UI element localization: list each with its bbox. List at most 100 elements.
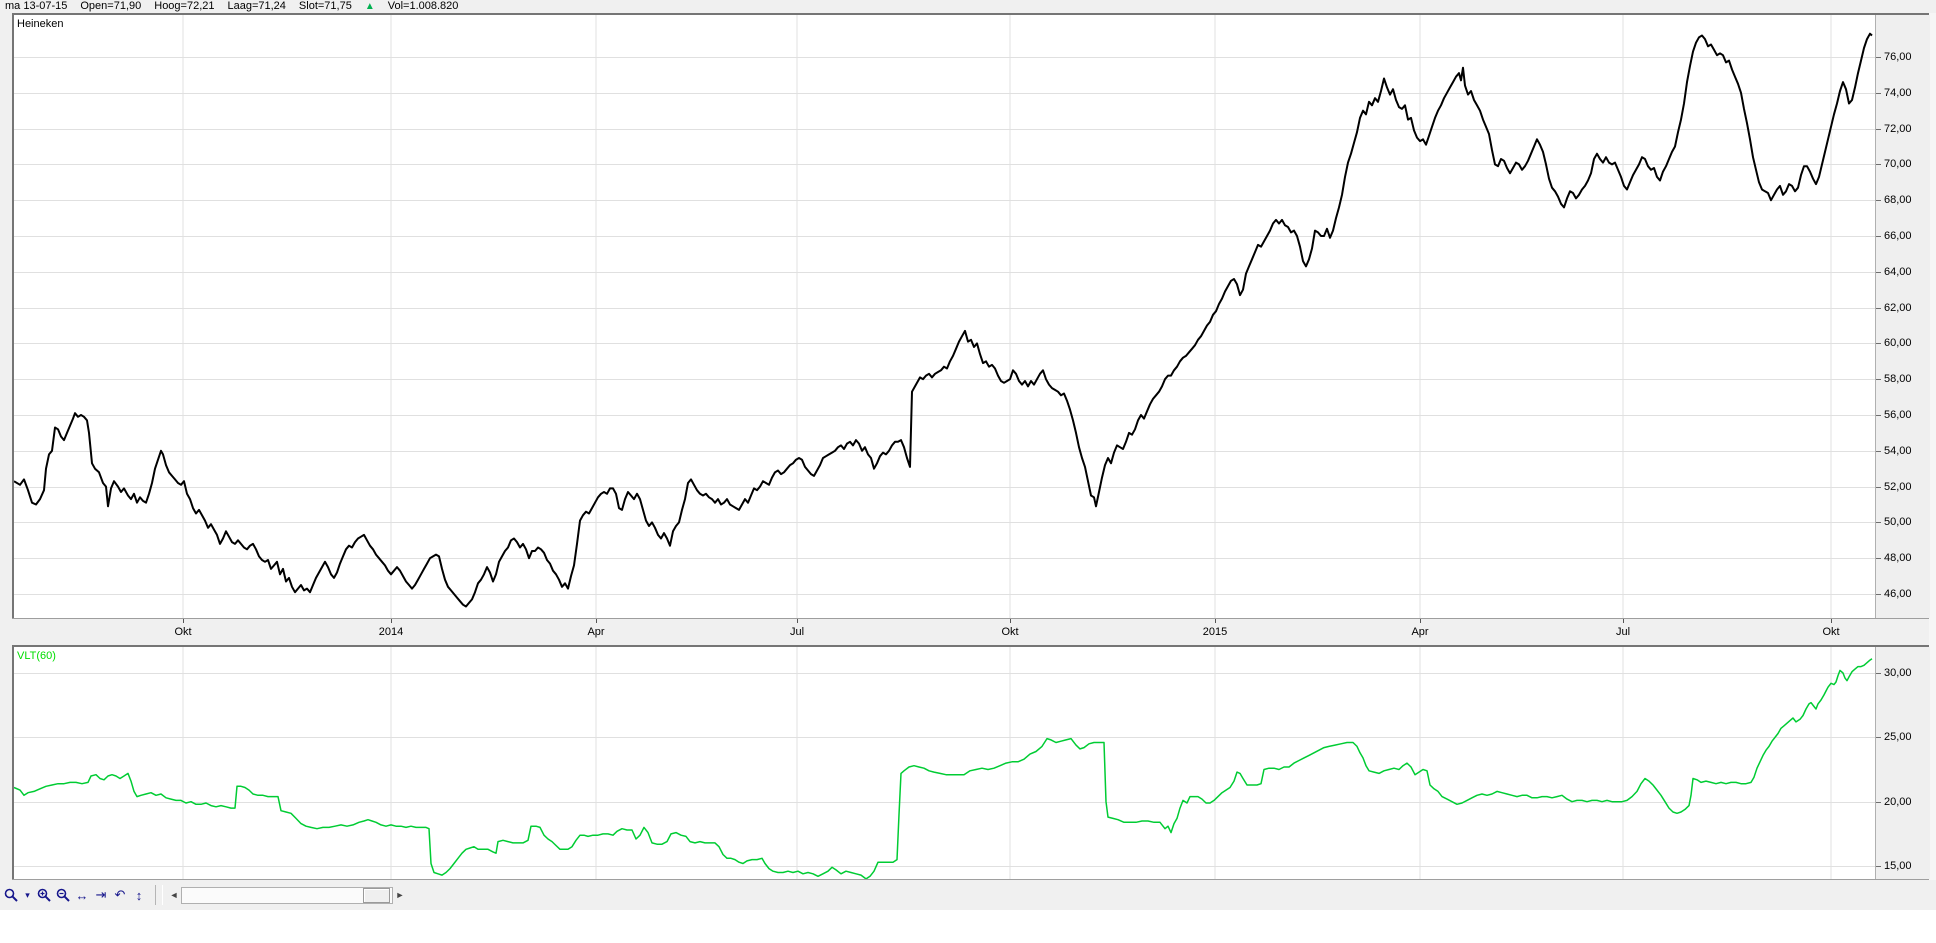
- x-axis-tick: [1215, 619, 1216, 623]
- y-axis-tick-label: 68,00: [1884, 194, 1912, 206]
- y-axis-tick: [1876, 558, 1881, 559]
- quote-high: Hoog=72,21: [154, 0, 215, 12]
- y-axis-tick-label: 20,00: [1884, 796, 1912, 808]
- y-axis-tick: [1876, 272, 1881, 273]
- x-axis-tick-label: Jul: [1615, 626, 1631, 638]
- x-axis-tick: [183, 619, 184, 623]
- y-axis-tick: [1876, 343, 1881, 344]
- y-axis-tick: [1876, 866, 1881, 867]
- y-axis-tick: [1876, 164, 1881, 165]
- y-axis-tick-label: 50,00: [1884, 516, 1912, 528]
- zoom-tool-button[interactable]: [3, 885, 19, 905]
- y-axis-tick: [1876, 802, 1881, 803]
- zoom-mode-dropdown-arrow[interactable]: ▾: [25, 889, 30, 900]
- y-axis-tick-label: 25,00: [1884, 731, 1912, 743]
- y-axis-tick-label: 66,00: [1884, 230, 1912, 242]
- y-axis-tick: [1876, 93, 1881, 94]
- y-axis-tick-label: 30,00: [1884, 667, 1912, 679]
- x-axis-tick-label: 2014: [378, 626, 404, 638]
- quote-close: Slot=71,75: [298, 0, 352, 12]
- x-axis-tick: [1831, 619, 1832, 623]
- x-axis-tick-label: Apr: [587, 626, 605, 638]
- price-chart-svg: [14, 15, 1875, 618]
- x-axis-tick-label: Okt: [1822, 626, 1840, 638]
- time-scrollbar-track[interactable]: [181, 886, 393, 904]
- y-axis-tick: [1876, 308, 1881, 309]
- zoom-in-button[interactable]: [36, 885, 52, 905]
- x-axis-tick: [1623, 619, 1624, 623]
- y-axis-tick-label: 15,00: [1884, 860, 1912, 872]
- y-axis-tick: [1876, 594, 1881, 595]
- y-axis-tick-label: 54,00: [1884, 445, 1912, 457]
- y-axis-tick: [1876, 487, 1881, 488]
- magnifier-minus-icon: [56, 888, 70, 902]
- pane-divider-border: [12, 645, 1929, 647]
- y-axis-tick-label: 76,00: [1884, 51, 1912, 63]
- x-axis-tick-label: 2015: [1202, 626, 1228, 638]
- scrollbar-right-arrow[interactable]: ►: [395, 890, 405, 900]
- quote-info-bar: ma 13-07-15 Open=71,90 Hoog=72,21 Laag=7…: [0, 0, 1936, 13]
- y-axis-tick: [1876, 379, 1881, 380]
- undo-zoom-button[interactable]: ↶: [114, 887, 126, 902]
- y-axis-tick: [1876, 415, 1881, 416]
- price-y-axis[interactable]: 76,00 74,00 72,00 70,00 68,00 66,00 64,00 62,00…: [1875, 15, 1930, 618]
- magnifier-icon: [4, 888, 18, 902]
- magnifier-plus-icon: [37, 888, 51, 902]
- y-axis-tick-label: 62,00: [1884, 302, 1912, 314]
- volatility-chart-svg: [14, 647, 1875, 879]
- quote-volume-group: ▲ Vol=1.008.820: [365, 0, 472, 13]
- toolbar-separator-2: [162, 885, 163, 905]
- quote-open: Open=71,90: [80, 0, 142, 12]
- y-axis-tick: [1876, 129, 1881, 130]
- y-axis-tick-label: 70,00: [1884, 158, 1912, 170]
- y-axis-tick: [1876, 451, 1881, 452]
- quote-volume: Vol=1.008.820: [387, 0, 459, 12]
- y-axis-tick-label: 74,00: [1884, 87, 1912, 99]
- y-axis-tick-label: 52,00: [1884, 481, 1912, 493]
- y-axis-tick: [1876, 673, 1881, 674]
- time-scrollbar-thumb[interactable]: [363, 887, 390, 903]
- indicator-label: VLT(60): [17, 650, 56, 662]
- volatility-line: [14, 658, 1873, 879]
- bottom-empty-area: [0, 910, 1936, 943]
- scrollbar-left-arrow[interactable]: ◄: [169, 890, 179, 900]
- y-axis-tick: [1876, 57, 1881, 58]
- x-axis-tick-label: Jul: [789, 626, 805, 638]
- quote-date: ma 13-07-15: [5, 0, 68, 12]
- x-axis-tick-label: Okt: [174, 626, 192, 638]
- trend-up-triangle-icon: ▲: [364, 1, 375, 12]
- price-chart-plot[interactable]: Heineken: [14, 15, 1875, 618]
- x-axis-tick: [797, 619, 798, 623]
- y-axis-tick-label: 48,00: [1884, 552, 1912, 564]
- chart-frame-left-border: [12, 13, 14, 880]
- chart-frame-top-border: [12, 13, 1929, 15]
- x-axis-tick: [1420, 619, 1421, 623]
- instrument-label: Heineken: [17, 18, 64, 30]
- time-x-axis[interactable]: Okt 2014 Apr Jul Okt 2015 Apr Jul Okt: [12, 618, 1929, 645]
- volatility-y-axis[interactable]: 30,00 25,00 20,00 15,00: [1875, 647, 1930, 879]
- y-axis-tick-label: 64,00: [1884, 266, 1912, 278]
- fit-vertical-button[interactable]: ↕: [135, 887, 143, 903]
- y-axis-tick-label: 72,00: [1884, 123, 1912, 135]
- y-axis-tick: [1876, 236, 1881, 237]
- volatility-chart-plot[interactable]: VLT(60): [14, 647, 1875, 879]
- price-line: [14, 32, 1873, 608]
- quote-low: Laag=71,24: [227, 0, 286, 12]
- y-axis-tick: [1876, 522, 1881, 523]
- zoom-out-button[interactable]: [55, 885, 71, 905]
- x-axis-tick-label: Okt: [1001, 626, 1019, 638]
- right-window-margin: [1929, 13, 1936, 880]
- y-axis-tick-label: 60,00: [1884, 337, 1912, 349]
- y-axis-tick-label: 46,00: [1884, 588, 1912, 600]
- y-axis-tick-label: 56,00: [1884, 409, 1912, 421]
- y-axis-tick-label: 58,00: [1884, 373, 1912, 385]
- left-window-margin: [0, 13, 12, 880]
- x-axis-tick-label: Apr: [1411, 626, 1429, 638]
- fit-horizontal-button[interactable]: ↔: [75, 887, 89, 903]
- go-to-latest-button[interactable]: ⇥: [95, 887, 107, 902]
- y-axis-tick: [1876, 200, 1881, 201]
- x-axis-tick: [596, 619, 597, 623]
- chart-frame-bottom-border: [12, 879, 1929, 880]
- x-axis-tick: [391, 619, 392, 623]
